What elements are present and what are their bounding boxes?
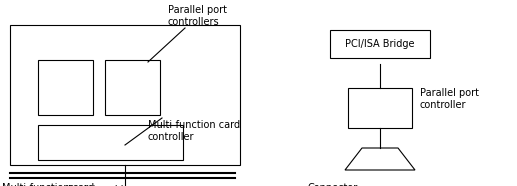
Bar: [38, 60, 93, 115]
Bar: [348, 88, 412, 128]
Text: Parallel port
controller: Parallel port controller: [420, 88, 479, 110]
Text: PCI/ISA Bridge: PCI/ISA Bridge: [345, 39, 415, 49]
Text: Multi-function card: Multi-function card: [2, 183, 94, 186]
Bar: [105, 60, 160, 115]
Bar: [10, 25, 240, 165]
Text: Parallel port
controllers: Parallel port controllers: [168, 5, 227, 27]
Text: Multi-function card
controller: Multi-function card controller: [148, 120, 240, 142]
Bar: [330, 30, 430, 58]
Text: Connector: Connector: [308, 183, 358, 186]
Text: Peripheral bus: Peripheral bus: [68, 185, 139, 186]
Bar: [38, 125, 183, 160]
